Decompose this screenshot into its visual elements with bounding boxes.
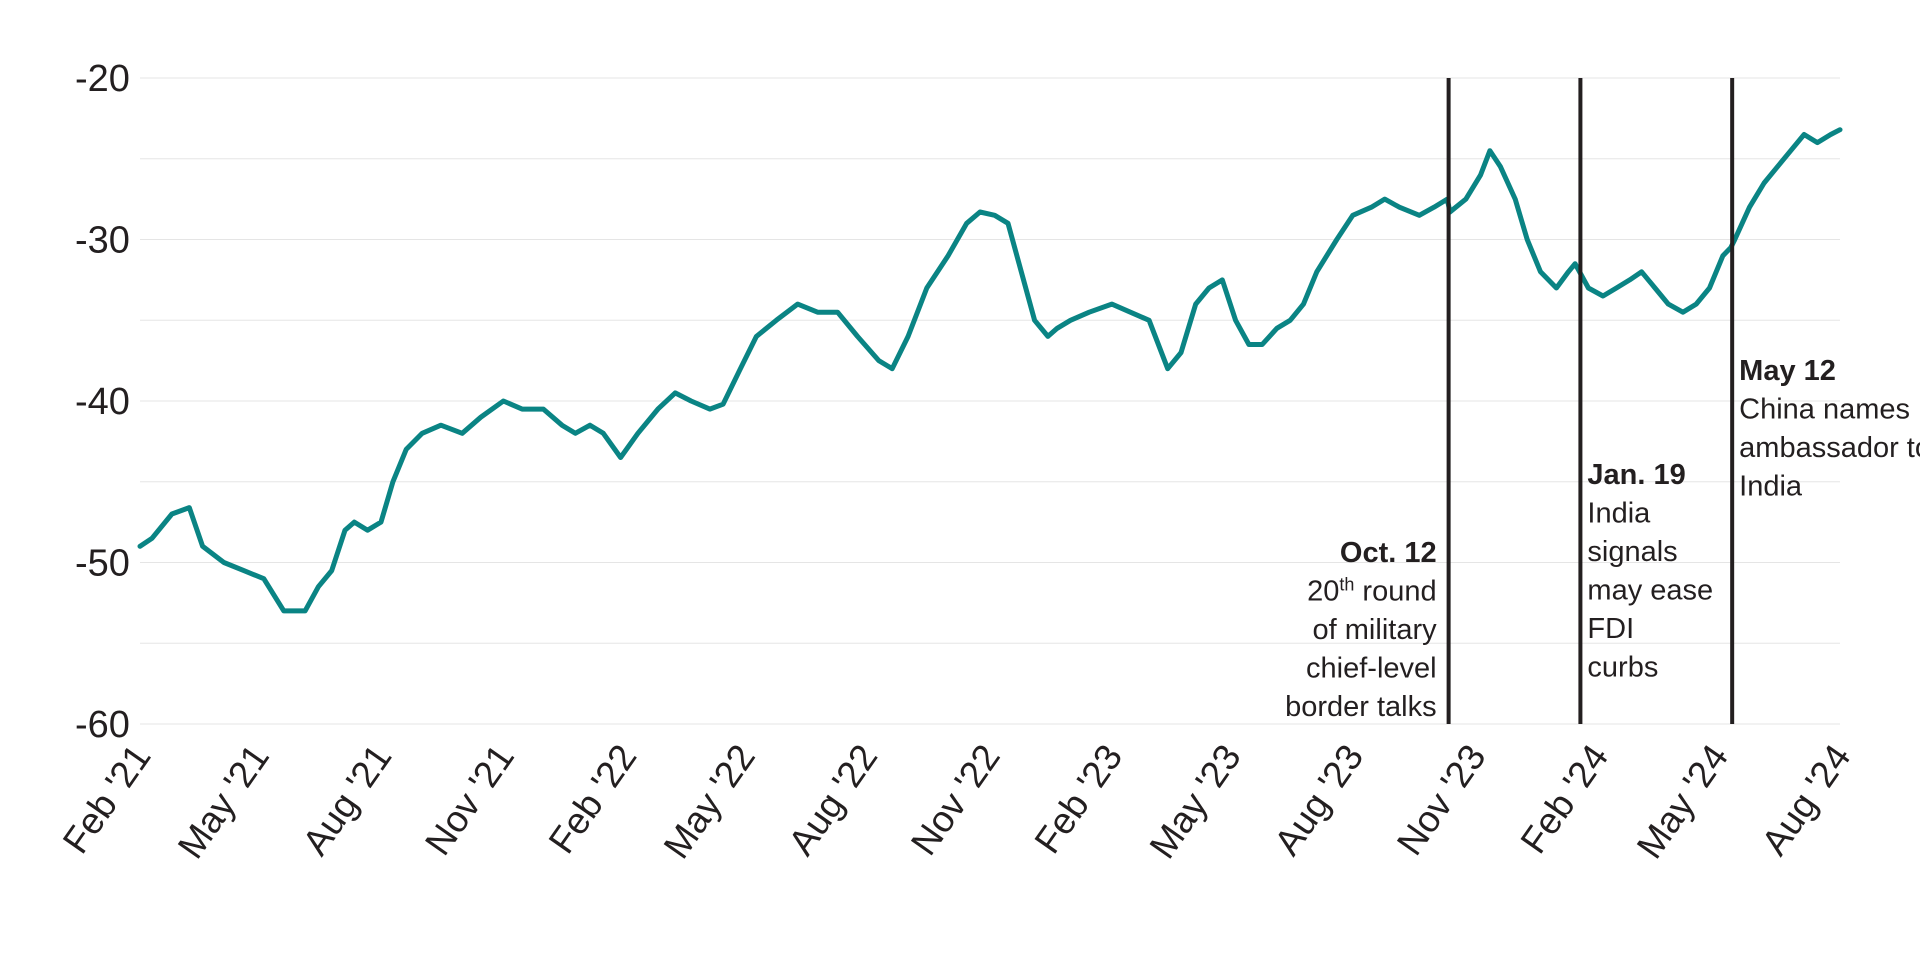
x-tick-label: Feb '23	[1027, 737, 1131, 861]
annotation-text: 20th round	[1307, 575, 1437, 608]
x-tick-label: Aug '23	[1266, 737, 1371, 862]
x-tick-label: May '22	[656, 737, 763, 866]
x-tick-label: Nov '21	[417, 737, 522, 862]
gridlines	[140, 77, 1840, 725]
annotation-title: Oct. 12	[1340, 537, 1437, 569]
x-tick-label: Feb '21	[55, 737, 159, 861]
annotation-text: ambassador to	[1739, 432, 1920, 464]
x-tick-label: Aug '21	[295, 737, 400, 862]
annotation-title: Jan. 19	[1587, 459, 1685, 491]
y-tick-label: -30	[75, 220, 130, 262]
x-tick-label: Aug '24	[1754, 737, 1859, 862]
x-tick-label: Feb '22	[541, 737, 645, 861]
x-axis-ticks: Feb '21 May '21 Aug '21 Nov '21 Feb '22 May '…	[55, 737, 1859, 866]
annotation-text: India	[1739, 471, 1803, 503]
x-tick-label: Nov '23	[1389, 737, 1494, 862]
annotation-text: chief-level	[1306, 653, 1437, 685]
x-tick-label: May '23	[1142, 737, 1249, 866]
y-tick-label: -60	[75, 704, 130, 746]
y-tick-label: -40	[75, 381, 130, 423]
annotation-text: of military	[1313, 614, 1438, 646]
annotation-text: FDI	[1587, 613, 1634, 645]
y-axis-ticks: -20 -30 -40 -50 -60	[75, 58, 130, 746]
annotation-title: May 12	[1739, 355, 1836, 387]
event-annotations: Oct. 12 20th round of military chief-level b…	[1285, 78, 1920, 724]
x-tick-label: Nov '22	[903, 737, 1008, 862]
series-layer	[137, 127, 1843, 614]
x-tick-label: May '21	[170, 737, 277, 866]
x-tick-label: Aug '22	[781, 737, 886, 862]
annotation-text: curbs	[1587, 652, 1658, 684]
annotation-text: signals	[1587, 536, 1677, 568]
annotation-text: border talks	[1285, 691, 1437, 723]
y-tick-label: -50	[75, 543, 130, 585]
series-line	[137, 127, 1843, 614]
annotation-text: may ease	[1587, 575, 1713, 607]
annotation-text: India	[1587, 498, 1651, 530]
x-tick-label: Feb '24	[1513, 737, 1617, 861]
annotation-text: China names	[1739, 394, 1910, 426]
x-tick-label: May '24	[1629, 737, 1736, 866]
y-tick-label: -20	[75, 58, 130, 100]
